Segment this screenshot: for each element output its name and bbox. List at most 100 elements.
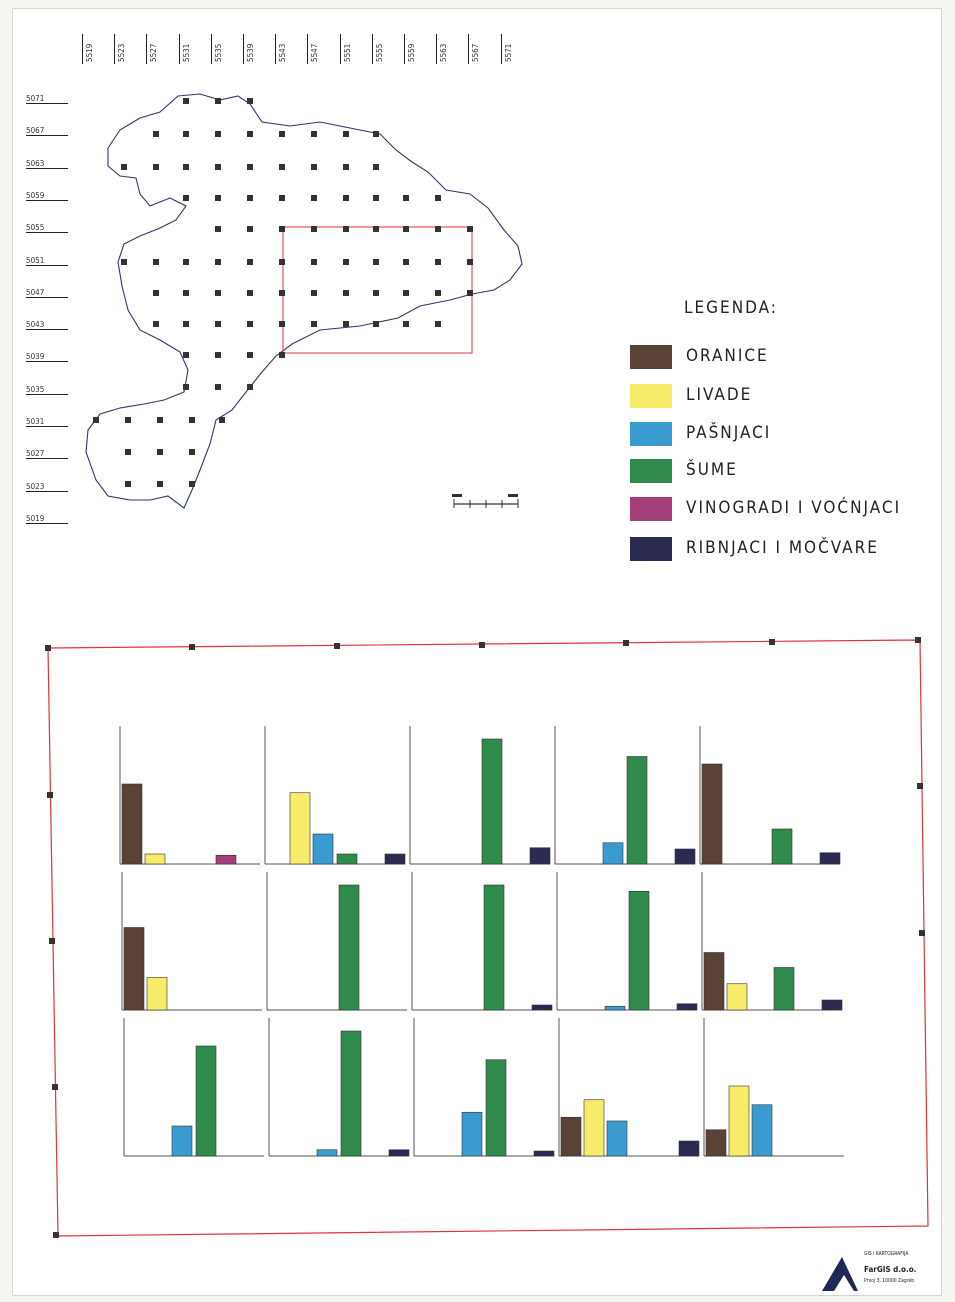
- frame-grid-point: [769, 639, 775, 645]
- grid-point: [279, 226, 285, 232]
- grid-point: [153, 321, 159, 327]
- bar: [338, 884, 360, 1011]
- grid-point: [189, 417, 195, 423]
- grid-point: [373, 164, 379, 170]
- grid-point: [247, 352, 253, 358]
- frame-grid-point: [49, 938, 55, 944]
- legend-swatch: [630, 345, 672, 369]
- company-name: FarGIS d.o.o.: [864, 1265, 917, 1274]
- grid-point: [121, 259, 127, 265]
- grid-point: [153, 290, 159, 296]
- bar: [144, 853, 166, 865]
- grid-y-label: 5031: [26, 417, 68, 427]
- grid-point: [247, 226, 253, 232]
- grid-point: [343, 290, 349, 296]
- bar-chart-panel: [701, 872, 843, 1011]
- bar-chart-panel: [264, 726, 406, 865]
- legend-swatch: [630, 497, 672, 521]
- bar: [195, 1045, 217, 1157]
- grid-point: [247, 131, 253, 137]
- bar: [560, 1116, 582, 1157]
- legend-swatch: [630, 384, 672, 408]
- grid-x-label: 5531: [178, 34, 194, 64]
- grid-y-label: 5055: [26, 223, 68, 234]
- bar: [819, 852, 841, 865]
- grid-point: [373, 290, 379, 296]
- legend-label: LIVADE: [686, 385, 753, 405]
- bar-chart-panel: [266, 872, 407, 1011]
- bar: [678, 1140, 700, 1157]
- bar: [676, 1003, 698, 1011]
- bar: [533, 1150, 555, 1157]
- grid-point: [215, 352, 221, 358]
- bar: [583, 1099, 605, 1157]
- grid-y-label: 5051: [26, 256, 68, 266]
- grid-point: [279, 259, 285, 265]
- chart-area-frame: [47, 639, 929, 1237]
- grid-x-label: 5519: [82, 34, 97, 64]
- legend-label: PAŠNJACI: [686, 423, 772, 443]
- bar-chart-panel: [558, 1018, 700, 1157]
- grid-x-label: 5523: [114, 34, 129, 64]
- grid-point: [343, 131, 349, 137]
- bar: [340, 1030, 362, 1157]
- frame-grid-point: [47, 792, 53, 798]
- grid-y-label: 5027: [26, 449, 68, 460]
- bar-chart-panel: [556, 872, 698, 1011]
- grid-point: [183, 290, 189, 296]
- grid-point: [247, 195, 253, 201]
- legend-swatch: [630, 422, 672, 446]
- grid-x-label: 5539: [243, 34, 258, 64]
- grid-point: [373, 259, 379, 265]
- bar: [606, 1120, 628, 1157]
- grid-x-label: 5543: [275, 34, 290, 64]
- grid-y-label: 5047: [26, 288, 68, 298]
- bar-chart-panel: [409, 726, 551, 865]
- grid-point: [435, 321, 441, 327]
- legend-label: ORANICE: [686, 346, 769, 366]
- grid-y-label: 5019: [26, 514, 68, 524]
- grid-point: [215, 226, 221, 232]
- grid-point: [279, 321, 285, 327]
- grid-point: [343, 164, 349, 170]
- bar: [461, 1111, 483, 1157]
- grid-point: [183, 164, 189, 170]
- grid-y-label: 5071: [26, 94, 68, 104]
- grid-point: [183, 384, 189, 390]
- grid-y-label: 5023: [26, 482, 68, 492]
- bar-chart-panel: [413, 1018, 555, 1157]
- grid-point: [215, 195, 221, 201]
- grid-point: [247, 164, 253, 170]
- frame-grid-point: [53, 1232, 59, 1238]
- grid-point: [157, 481, 163, 487]
- company-line1: GIS i KARTOGRAFIJA: [864, 1251, 909, 1257]
- grid-point: [403, 290, 409, 296]
- frame-grid-point: [919, 930, 925, 936]
- bar: [146, 977, 168, 1011]
- grid-point: [279, 290, 285, 296]
- grid-point: [343, 321, 349, 327]
- grid-point: [403, 321, 409, 327]
- bar-chart-panel: [268, 1018, 410, 1157]
- grid-y-label: 5043: [26, 320, 68, 331]
- bar: [215, 854, 237, 865]
- frame-grid-point: [334, 643, 340, 649]
- grid-point: [343, 226, 349, 232]
- grid-point: [279, 131, 285, 137]
- bar-chart-panel: [119, 726, 260, 865]
- bar: [701, 763, 723, 865]
- bar: [481, 738, 503, 865]
- grid-point: [189, 481, 195, 487]
- grid-point: [153, 131, 159, 137]
- bar-chart-panel: [123, 1018, 264, 1157]
- grid-x-label: 5571: [500, 34, 516, 64]
- bar: [485, 1059, 507, 1157]
- grid-point: [311, 195, 317, 201]
- grid-point: [311, 290, 317, 296]
- grid-point: [343, 259, 349, 265]
- grid-point: [435, 290, 441, 296]
- frame-grid-point: [917, 783, 923, 789]
- grid-point: [403, 259, 409, 265]
- legend-swatch: [630, 459, 672, 483]
- frame-grid-point: [52, 1084, 58, 1090]
